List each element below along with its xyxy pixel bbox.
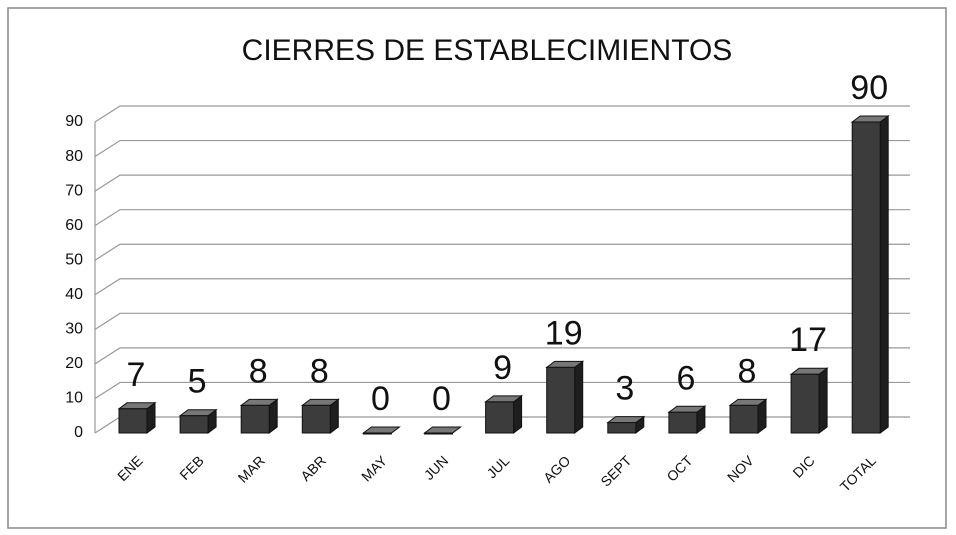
y-tick-label: 70	[65, 182, 83, 199]
data-label: 7	[127, 356, 146, 394]
y-tick-label: 60	[65, 217, 83, 234]
bar-side	[574, 360, 584, 434]
bar	[240, 404, 270, 434]
bar	[424, 432, 453, 435]
y-tick-label: 40	[65, 286, 83, 303]
chart-title: CIERRES DE ESTABLECIMIENTOS	[242, 34, 733, 67]
bar	[546, 366, 576, 434]
bar	[668, 411, 698, 434]
grid-line	[94, 243, 910, 261]
data-label: 8	[310, 352, 329, 390]
chart-frame	[7, 7, 947, 529]
bar	[179, 415, 209, 434]
y-tick-label: 0	[74, 424, 83, 441]
data-label: 19	[545, 314, 583, 352]
data-label: 5	[188, 363, 207, 401]
grid-line	[94, 347, 910, 365]
bar	[118, 408, 148, 434]
bar	[485, 401, 515, 434]
grid-line	[94, 312, 910, 330]
data-label: 0	[432, 380, 451, 418]
y-tick-label: 30	[65, 321, 83, 338]
grid-line	[94, 209, 910, 227]
data-label: 3	[615, 370, 634, 408]
bar	[301, 404, 331, 434]
y-tick-label: 90	[65, 113, 83, 130]
y-tick-label: 20	[65, 355, 83, 372]
data-label: 8	[738, 352, 757, 390]
data-label: 17	[789, 321, 827, 359]
bar-side	[818, 367, 828, 434]
data-label: 0	[371, 380, 390, 418]
data-label: 8	[249, 352, 268, 390]
bar	[607, 422, 637, 434]
y-tick-label: 80	[65, 148, 83, 165]
grid-line	[94, 381, 910, 399]
grid-line	[94, 278, 910, 296]
bar	[790, 373, 820, 434]
bar-side	[879, 115, 889, 434]
bar	[851, 121, 881, 434]
y-tick-label: 50	[65, 251, 83, 268]
grid-line	[94, 105, 910, 123]
grid-line	[94, 174, 910, 192]
grid-line	[94, 139, 910, 158]
bar	[362, 432, 392, 435]
data-label: 9	[493, 349, 512, 387]
data-label: 6	[676, 359, 695, 397]
data-label: 90	[850, 69, 888, 107]
y-tick-label: 10	[65, 390, 83, 407]
bar	[729, 404, 759, 434]
